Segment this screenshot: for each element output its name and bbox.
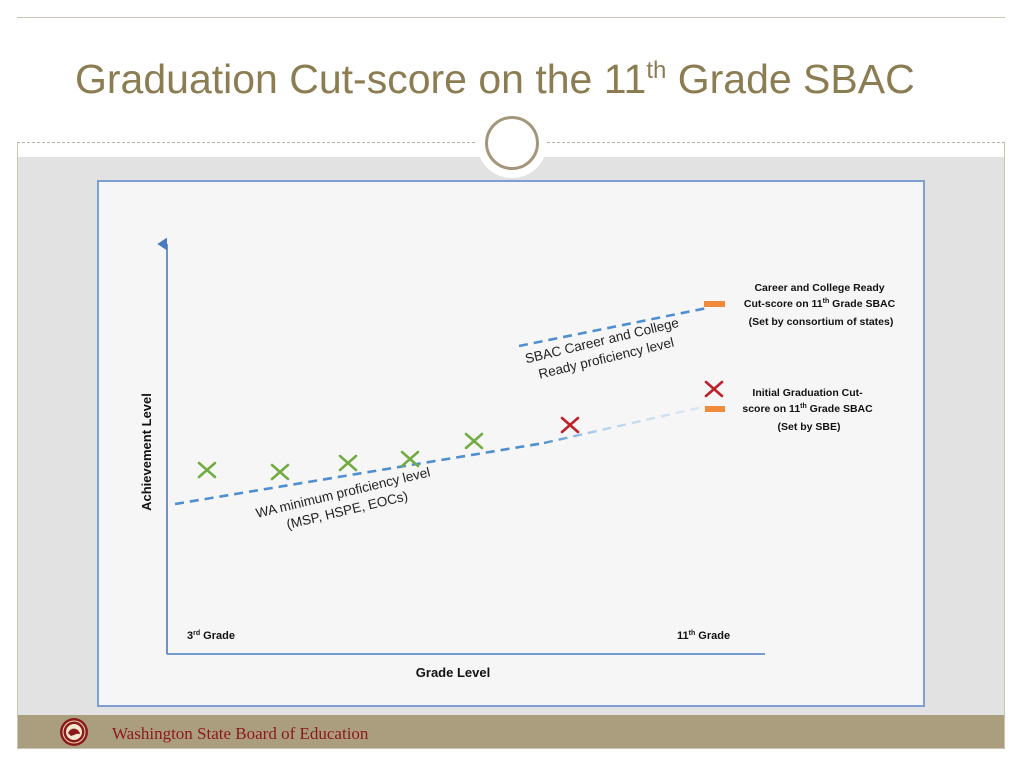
red-x-mark [704, 380, 724, 398]
diagram-panel: Achievement Level Grade Level 3rd Grade … [97, 180, 925, 707]
wa-proficiency-line-extension [543, 404, 708, 445]
grad-cutscore-note: Initial Graduation Cut- score on 11th Gr… [742, 387, 875, 433]
green-x-mark [338, 454, 358, 472]
diagram-canvas: Achievement Level Grade Level 3rd Grade … [139, 237, 898, 680]
sbac-ccr-line [518, 306, 708, 348]
footer-org-name: Washington State Board of Education [112, 724, 369, 743]
green-x-mark [197, 461, 217, 479]
x-axis-label: Grade Level [416, 665, 490, 680]
y-axis-label: Achievement Level [139, 393, 154, 511]
grad-cutscore-marker [705, 406, 725, 412]
green-x-mark [400, 450, 420, 468]
sbac-line-label: SBAC Career and CollegeReady proficiency… [524, 315, 685, 384]
ccr-cutscore-marker [704, 301, 725, 307]
grade-start-label: 3rd Grade [187, 630, 235, 642]
footer-bar [18, 715, 1004, 748]
wa-state-seal-icon [60, 718, 88, 746]
grade-end-label: 11th Grade [677, 630, 730, 642]
slide-title: Graduation Cut-score on the 11th Grade S… [75, 56, 915, 102]
green-x-mark [270, 463, 290, 481]
red-x-mark [560, 416, 580, 434]
divider-ornament-ring [485, 116, 539, 170]
green-x-mark [464, 432, 484, 450]
wa-proficiency-line [174, 441, 545, 506]
ccr-cutscore-note: Career and College Ready Cut-score on 11… [744, 282, 898, 328]
